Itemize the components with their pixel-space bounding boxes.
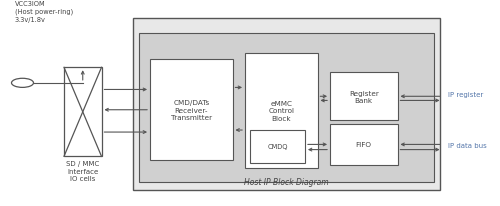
Text: VCC3IOM
(Host power-ring)
3.3v/1.8v: VCC3IOM (Host power-ring) 3.3v/1.8v [15,1,73,22]
Bar [150,60,232,161]
Bar [245,54,318,168]
Text: CMDQ: CMDQ [267,144,288,150]
Bar [250,131,305,163]
Text: FIFO: FIFO [356,142,372,148]
Text: CMD/DATs
Receiver-
Transmitter: CMD/DATs Receiver- Transmitter [170,100,212,121]
Text: Host IP Block Diagram: Host IP Block Diagram [244,177,328,186]
Bar [330,125,398,165]
Bar [64,68,102,157]
Bar [139,34,434,182]
Text: SD / MMC
Interface
IO cells: SD / MMC Interface IO cells [66,161,100,181]
Text: eMMC
Control
Block: eMMC Control Block [268,100,294,121]
Text: IP register: IP register [448,92,483,98]
Text: Register
Bank: Register Bank [349,90,378,104]
Text: IP data bus: IP data bus [448,143,486,149]
Bar [330,73,398,121]
Bar [132,19,440,191]
